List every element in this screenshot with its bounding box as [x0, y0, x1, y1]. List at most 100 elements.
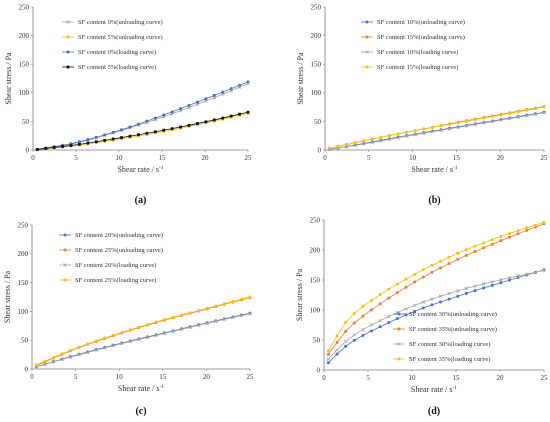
data-point — [205, 306, 209, 310]
data-point — [35, 148, 39, 151]
x-tick-label: 15 — [453, 154, 461, 162]
data-point — [439, 266, 443, 270]
series-line — [37, 81, 249, 150]
data-point — [153, 130, 157, 134]
data-point — [439, 300, 443, 304]
data-point — [102, 346, 107, 350]
series-line — [36, 313, 251, 368]
series-line — [328, 269, 545, 364]
data-point — [370, 137, 374, 141]
data-point — [221, 116, 225, 120]
series-line — [37, 111, 249, 150]
data-point — [542, 220, 546, 224]
data-point — [413, 309, 417, 313]
data-point — [439, 259, 443, 263]
data-point — [163, 318, 167, 322]
panel-label: (d) — [428, 406, 440, 417]
y-axis-label: Shear stress / Pa — [3, 270, 12, 323]
series-line — [328, 270, 545, 360]
legend-entry: SF content 25%(loading curve) — [75, 277, 156, 284]
legend-entry: SF content 15%(loading curve) — [377, 64, 458, 71]
data-point — [248, 311, 252, 316]
data-point — [456, 257, 460, 261]
y-tick-label: 200 — [311, 32, 322, 40]
series-line — [329, 106, 545, 149]
data-point — [204, 99, 208, 103]
data-point — [473, 122, 478, 127]
data-point — [447, 255, 451, 259]
data-point — [542, 268, 546, 273]
data-point — [482, 286, 486, 290]
legend: SF content 10%(unloading curve) SF conten… — [361, 19, 465, 71]
data-point — [413, 132, 418, 137]
data-point — [196, 323, 201, 328]
data-point — [448, 122, 452, 126]
data-point — [508, 278, 512, 282]
data-point — [378, 318, 382, 323]
data-point — [162, 113, 166, 117]
data-point — [404, 134, 409, 138]
data-point — [404, 307, 408, 311]
legend-entry: SF content 0%(unloading curve) — [78, 19, 163, 26]
data-point — [77, 140, 81, 144]
data-point — [197, 309, 201, 313]
data-point — [222, 317, 227, 322]
data-point — [344, 320, 348, 324]
data-point — [196, 122, 199, 125]
y-tick-label: 0 — [25, 365, 29, 373]
data-point — [85, 350, 90, 355]
data-point — [229, 87, 233, 91]
y-tick-label: 250 — [18, 221, 29, 229]
series-line — [36, 296, 251, 366]
data-point — [212, 95, 217, 100]
data-point — [136, 122, 140, 126]
data-point — [128, 134, 132, 138]
data-point — [455, 289, 460, 293]
data-point — [447, 127, 452, 131]
data-point — [52, 146, 56, 149]
data-point — [128, 328, 132, 332]
legend-swatch-marker — [66, 35, 70, 39]
data-point — [103, 138, 107, 142]
data-point — [336, 144, 340, 148]
data-point — [482, 116, 486, 120]
panel-label: (a) — [135, 195, 147, 206]
data-point — [412, 303, 417, 308]
data-point — [222, 302, 226, 306]
data-point — [120, 128, 124, 132]
y-tick-label: 0 — [26, 146, 30, 154]
data-point — [204, 120, 208, 124]
series-3 — [35, 80, 250, 151]
data-point — [344, 144, 349, 149]
data-point — [404, 313, 408, 317]
series-2 — [327, 105, 546, 150]
series-4 — [326, 220, 546, 353]
legend-entry: SF content 20%(unloading curve) — [75, 232, 163, 239]
data-point — [499, 113, 503, 117]
data-point — [507, 276, 512, 280]
x-tick-label: 10 — [116, 373, 124, 381]
data-point — [187, 105, 191, 110]
data-point — [395, 317, 399, 321]
legend-entry: SF content 5%(loading curve) — [78, 64, 156, 71]
data-point — [422, 131, 426, 135]
series-3 — [34, 311, 252, 369]
data-point — [326, 361, 330, 365]
y-tick-label: 200 — [19, 32, 30, 40]
data-point — [171, 329, 175, 334]
data-point — [386, 314, 391, 319]
legend-swatch-marker — [397, 357, 401, 361]
legend-swatch-marker — [66, 20, 70, 24]
data-point — [60, 357, 64, 362]
data-point — [473, 284, 477, 288]
chart-panel-1: 0 50 100 150 200 250 0 5 10 15 20 25 Shear rate / s-… — [4, 3, 252, 206]
data-point — [111, 343, 116, 348]
x-tick-label: 10 — [116, 154, 124, 162]
data-point — [44, 147, 48, 150]
data-point — [464, 248, 468, 252]
data-point — [361, 314, 365, 318]
data-point — [43, 359, 47, 363]
y-axis-label: Shear stress / Pa — [296, 52, 305, 105]
data-point — [229, 114, 233, 118]
